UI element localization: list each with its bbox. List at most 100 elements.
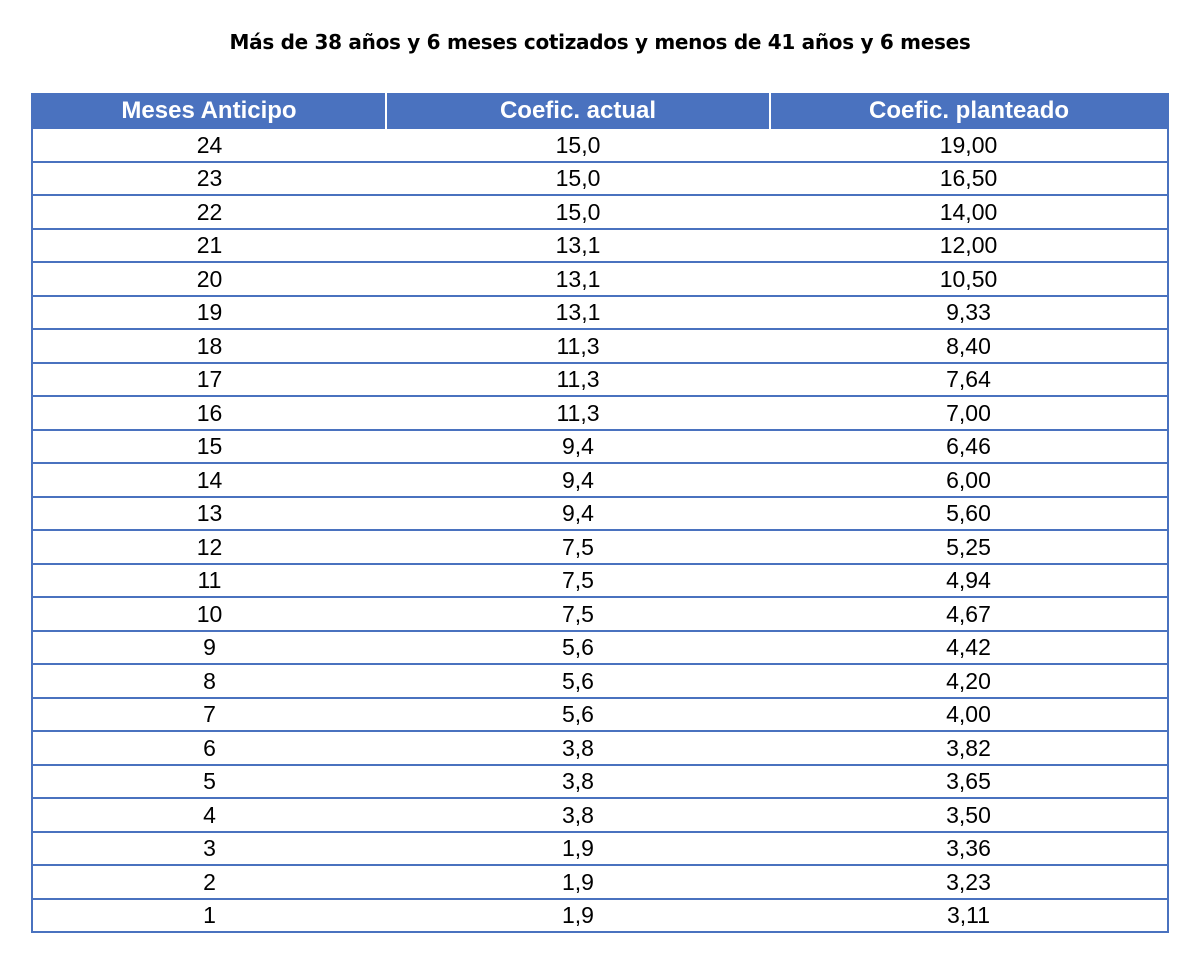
cell-coefic-actual: 11,3 [386,395,770,430]
table-row: 3 1,9 3,36 [32,830,1168,865]
cell-coefic-planteado: 6,46 [770,428,1168,463]
table-row: 17 11,3 7,64 [32,361,1168,396]
cell-meses-anticipo: 18 [32,328,386,363]
cell-coefic-actual: 7,5 [386,562,770,597]
header-coefic-actual: Coefic. actual [385,94,770,128]
cell-coefic-planteado: 3,36 [770,830,1168,865]
cell-coefic-planteado: 4,42 [770,629,1168,664]
table-row: 7 5,6 4,00 [32,696,1168,731]
cell-coefic-planteado: 16,50 [770,160,1168,195]
cell-coefic-actual: 11,3 [386,361,770,396]
cell-coefic-planteado: 4,00 [770,696,1168,731]
cell-coefic-actual: 13,1 [386,261,770,296]
cell-meses-anticipo: 11 [32,562,386,597]
cell-meses-anticipo: 15 [32,428,386,463]
cell-coefic-planteado: 5,25 [770,529,1168,564]
cell-meses-anticipo: 9 [32,629,386,664]
table-row: 13 9,4 5,60 [32,495,1168,530]
cell-coefic-planteado: 14,00 [770,194,1168,229]
cell-coefic-planteado: 9,33 [770,294,1168,329]
cell-coefic-planteado: 5,60 [770,495,1168,530]
cell-meses-anticipo: 14 [32,462,386,497]
coefficients-table: Meses Anticipo Coefic. actual Coefic. pl… [31,93,1169,933]
table-row: 9 5,6 4,42 [32,629,1168,664]
cell-meses-anticipo: 7 [32,696,386,731]
table-row: 20 13,1 10,50 [32,261,1168,296]
cell-coefic-actual: 15,0 [386,194,770,229]
cell-meses-anticipo: 20 [32,261,386,296]
table-row: 2 1,9 3,23 [32,864,1168,899]
cell-meses-anticipo: 16 [32,395,386,430]
table-row: 18 11,3 8,40 [32,328,1168,363]
table-row: 6 3,8 3,82 [32,730,1168,765]
cell-meses-anticipo: 21 [32,227,386,262]
cell-coefic-actual: 7,5 [386,529,770,564]
cell-coefic-planteado: 4,20 [770,663,1168,698]
table-row: 1 1,9 3,11 [32,897,1168,932]
cell-coefic-planteado: 3,65 [770,763,1168,798]
cell-coefic-actual: 7,5 [386,596,770,631]
table-row: 15 9,4 6,46 [32,428,1168,463]
cell-coefic-actual: 11,3 [386,328,770,363]
table-row: 12 7,5 5,25 [32,529,1168,564]
table-row: 10 7,5 4,67 [32,596,1168,631]
cell-coefic-actual: 9,4 [386,462,770,497]
cell-coefic-planteado: 10,50 [770,261,1168,296]
cell-meses-anticipo: 2 [32,864,386,899]
table-row: 11 7,5 4,94 [32,562,1168,597]
cell-coefic-actual: 3,8 [386,730,770,765]
cell-coefic-actual: 9,4 [386,495,770,530]
cell-meses-anticipo: 1 [32,897,386,932]
cell-coefic-planteado: 4,94 [770,562,1168,597]
cell-coefic-actual: 1,9 [386,897,770,932]
cell-meses-anticipo: 6 [32,730,386,765]
cell-coefic-actual: 5,6 [386,663,770,698]
cell-meses-anticipo: 19 [32,294,386,329]
table-row: 24 15,0 19,00 [32,127,1168,162]
cell-coefic-actual: 3,8 [386,797,770,832]
table-row: 22 15,0 14,00 [32,194,1168,229]
cell-meses-anticipo: 4 [32,797,386,832]
cell-coefic-planteado: 19,00 [770,127,1168,162]
cell-coefic-planteado: 8,40 [770,328,1168,363]
cell-coefic-actual: 3,8 [386,763,770,798]
cell-meses-anticipo: 17 [32,361,386,396]
table-header-row: Meses Anticipo Coefic. actual Coefic. pl… [32,94,1168,128]
cell-coefic-actual: 13,1 [386,227,770,262]
cell-meses-anticipo: 5 [32,763,386,798]
page-title: Más de 38 años y 6 meses cotizados y men… [229,30,971,54]
header-meses-anticipo: Meses Anticipo [32,94,386,128]
cell-coefic-actual: 15,0 [386,127,770,162]
cell-coefic-actual: 1,9 [386,864,770,899]
cell-coefic-planteado: 6,00 [770,462,1168,497]
cell-meses-anticipo: 23 [32,160,386,195]
cell-coefic-actual: 5,6 [386,696,770,731]
cell-coefic-planteado: 7,00 [770,395,1168,430]
cell-meses-anticipo: 10 [32,596,386,631]
cell-coefic-planteado: 3,50 [770,797,1168,832]
table-row: 8 5,6 4,20 [32,663,1168,698]
cell-meses-anticipo: 13 [32,495,386,530]
cell-coefic-planteado: 3,82 [770,730,1168,765]
table-row: 14 9,4 6,00 [32,462,1168,497]
table-row: 21 13,1 12,00 [32,227,1168,262]
cell-coefic-actual: 9,4 [386,428,770,463]
cell-meses-anticipo: 24 [32,127,386,162]
table-row: 4 3,8 3,50 [32,797,1168,832]
cell-coefic-actual: 13,1 [386,294,770,329]
cell-coefic-actual: 5,6 [386,629,770,664]
table-row: 5 3,8 3,65 [32,763,1168,798]
cell-coefic-planteado: 4,67 [770,596,1168,631]
table-row: 23 15,0 16,50 [32,160,1168,195]
table-row: 19 13,1 9,33 [32,294,1168,329]
table-row: 16 11,3 7,00 [32,395,1168,430]
cell-meses-anticipo: 3 [32,830,386,865]
cell-coefic-planteado: 12,00 [770,227,1168,262]
cell-coefic-actual: 1,9 [386,830,770,865]
cell-coefic-planteado: 3,23 [770,864,1168,899]
cell-coefic-actual: 15,0 [386,160,770,195]
header-coefic-planteado: Coefic. planteado [769,94,1168,128]
cell-meses-anticipo: 8 [32,663,386,698]
cell-meses-anticipo: 22 [32,194,386,229]
cell-coefic-planteado: 3,11 [770,897,1168,932]
